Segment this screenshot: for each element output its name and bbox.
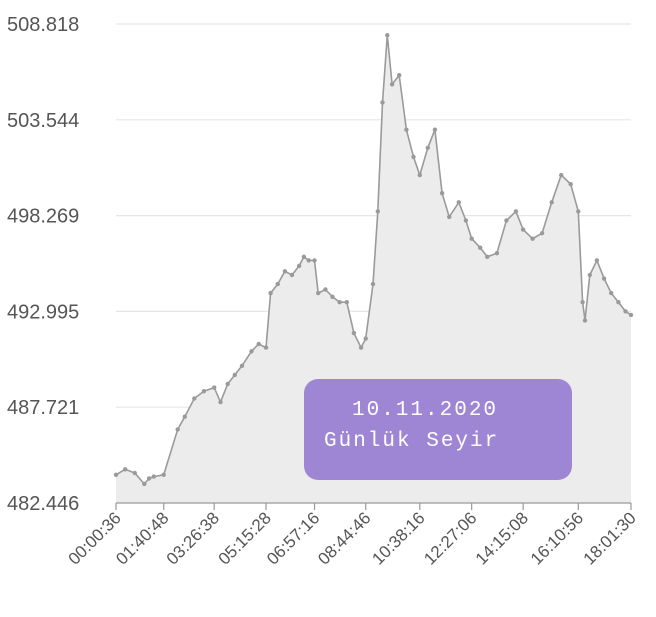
data-point [576, 209, 581, 214]
data-point [609, 290, 614, 296]
data-point [370, 281, 376, 287]
data-point [312, 258, 317, 263]
data-point [351, 330, 357, 336]
data-point [192, 396, 197, 401]
x-axis-labels: 00:00:3601:40:4803:26:3805:15:2806:57:16… [65, 508, 640, 568]
data-point [212, 385, 217, 390]
data-point [363, 336, 368, 341]
data-point [520, 227, 526, 232]
data-point [432, 127, 438, 132]
data-point [225, 381, 230, 387]
data-point [263, 345, 269, 350]
data-point [580, 300, 585, 305]
badge-date: 10.11.2020 [352, 399, 499, 422]
data-point [594, 258, 600, 263]
data-point [268, 290, 273, 296]
data-point [358, 345, 364, 350]
x-tick-label: 14:15:08 [472, 508, 532, 568]
data-point [616, 300, 621, 305]
data-point [404, 127, 409, 132]
data-point [182, 414, 187, 419]
data-point [142, 481, 147, 487]
data-point [151, 474, 156, 479]
data-point [201, 389, 207, 394]
data-point [316, 290, 321, 296]
data-point [411, 154, 416, 160]
data-point [123, 467, 128, 472]
data-point [232, 372, 237, 378]
x-tick-label: 06:57:16 [263, 508, 323, 568]
data-point [530, 236, 535, 241]
x-tick-label: 05:15:28 [215, 508, 275, 568]
x-tick-label: 03:26:38 [163, 508, 223, 568]
y-tick-label: 498.269 [7, 206, 79, 228]
x-tick-label: 18:01:30 [580, 508, 640, 568]
x-tick-label: 10:38:16 [368, 508, 428, 568]
x-tick-label: 12:27:06 [420, 508, 480, 568]
data-point [456, 200, 461, 205]
data-point [301, 254, 307, 259]
data-point [447, 214, 452, 220]
data-point [337, 300, 342, 305]
y-tick-label: 492.995 [7, 301, 79, 323]
x-tick-label: 01:40:48 [112, 508, 172, 568]
data-point [306, 258, 311, 263]
data-point [469, 236, 474, 241]
data-point [249, 349, 254, 354]
data-point [330, 294, 335, 299]
data-point [323, 287, 328, 292]
y-tick-label: 487.721 [7, 397, 79, 419]
data-point [601, 276, 607, 281]
data-point [175, 427, 180, 432]
data-point [239, 363, 245, 368]
data-point [218, 399, 223, 405]
x-tick-label: 08:44:46 [314, 508, 374, 568]
data-point [397, 73, 402, 78]
data-point [385, 33, 390, 38]
data-point [539, 231, 545, 236]
data-point [344, 300, 349, 305]
data-point [568, 182, 573, 187]
data-point [380, 100, 385, 105]
data-point [463, 218, 469, 223]
data-point [559, 172, 564, 178]
data-point [478, 245, 483, 250]
data-point [582, 318, 588, 323]
data-point [146, 476, 152, 481]
data-point [549, 200, 554, 205]
data-point [439, 191, 445, 196]
y-tick-label: 482.446 [7, 493, 79, 515]
data-point [375, 209, 380, 214]
data-point [256, 341, 261, 347]
data-point [425, 145, 430, 150]
data-point [417, 172, 422, 178]
data-point [296, 263, 302, 269]
y-tick-label: 508.818 [7, 14, 79, 36]
data-point [282, 269, 288, 274]
y-axis-labels: 508.818 503.544 498.269 492.995 487.721 482.4… [7, 14, 79, 515]
x-tick-label: 16:10:56 [527, 508, 587, 568]
data-point [587, 272, 592, 278]
data-point [623, 309, 628, 314]
data-point [628, 312, 634, 318]
y-tick-label: 503.544 [7, 110, 79, 132]
date-badge: 10.11.2020 Günlük Seyir [304, 379, 572, 480]
data-point [513, 209, 519, 214]
data-point [504, 218, 509, 223]
series-line [115, 35, 632, 486]
data-point [132, 470, 137, 476]
data-point [275, 281, 280, 287]
data-point [389, 82, 395, 87]
badge-caption: Günlük Seyir [324, 430, 500, 453]
data-point [113, 472, 119, 477]
data-point [161, 472, 166, 477]
x-axis [115, 502, 632, 510]
data-point [494, 251, 500, 256]
data-point [485, 254, 490, 259]
data-point [289, 272, 295, 278]
